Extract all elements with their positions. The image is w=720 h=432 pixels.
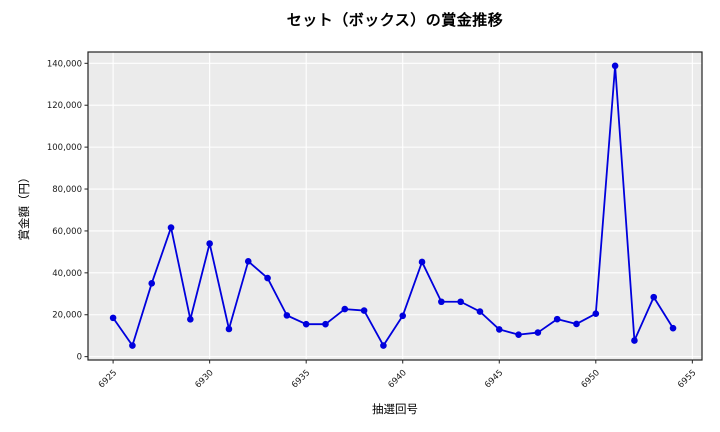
data-point: [360, 307, 368, 314]
y-tick-label: 140,000: [47, 59, 82, 69]
data-point: [611, 62, 619, 70]
data-point: [515, 331, 522, 338]
x-tick-label: 6935: [290, 368, 312, 390]
data-point: [244, 258, 252, 265]
data-point: [553, 315, 561, 323]
plot-frame: [87, 51, 703, 361]
data-point: [206, 240, 213, 247]
data-line: [112, 64, 674, 347]
data-point: [650, 293, 658, 301]
y-tick-label: 20,000: [52, 311, 82, 321]
data-point: [438, 298, 445, 306]
y-tick-label: 40,000: [52, 269, 82, 279]
data-point: [418, 258, 426, 266]
y-tick-label: 80,000: [52, 185, 82, 195]
data-point: [148, 280, 156, 287]
data-point: [283, 312, 291, 319]
data-point: [399, 312, 407, 320]
x-axis-label: 抽選回号: [372, 402, 418, 416]
data-point: [264, 274, 271, 282]
x-tick-label: 6955: [676, 368, 698, 390]
y-tick-label: 100,000: [47, 143, 82, 153]
data-point: [187, 316, 194, 323]
data-point: [631, 337, 638, 344]
data-point: [129, 342, 136, 349]
y-tick-label: 60,000: [52, 227, 82, 237]
data-point: [592, 310, 600, 317]
data-point: [380, 342, 387, 349]
x-tick-label: 6925: [97, 368, 119, 390]
x-tick-label: 6930: [193, 368, 215, 390]
data-point: [476, 308, 484, 315]
data-point: [495, 326, 503, 333]
data-point: [457, 298, 464, 306]
data-point: [225, 325, 233, 333]
y-tick-label: 120,000: [47, 101, 82, 111]
data-point: [534, 329, 542, 336]
data-point: [341, 305, 349, 313]
y-tick-label: 0: [77, 353, 82, 363]
data-point: [669, 324, 677, 332]
x-tick-label: 6950: [580, 368, 602, 390]
x-tick-label: 6940: [386, 368, 408, 390]
data-point: [167, 224, 175, 231]
data-point: [322, 320, 329, 328]
chart-title: セット（ボックス）の賞金推移: [286, 11, 504, 29]
data-point: [109, 314, 117, 322]
x-tick-label: 6945: [483, 368, 505, 390]
data-point: [302, 320, 310, 328]
data-point: [573, 320, 580, 328]
plot-background: [88, 52, 702, 360]
